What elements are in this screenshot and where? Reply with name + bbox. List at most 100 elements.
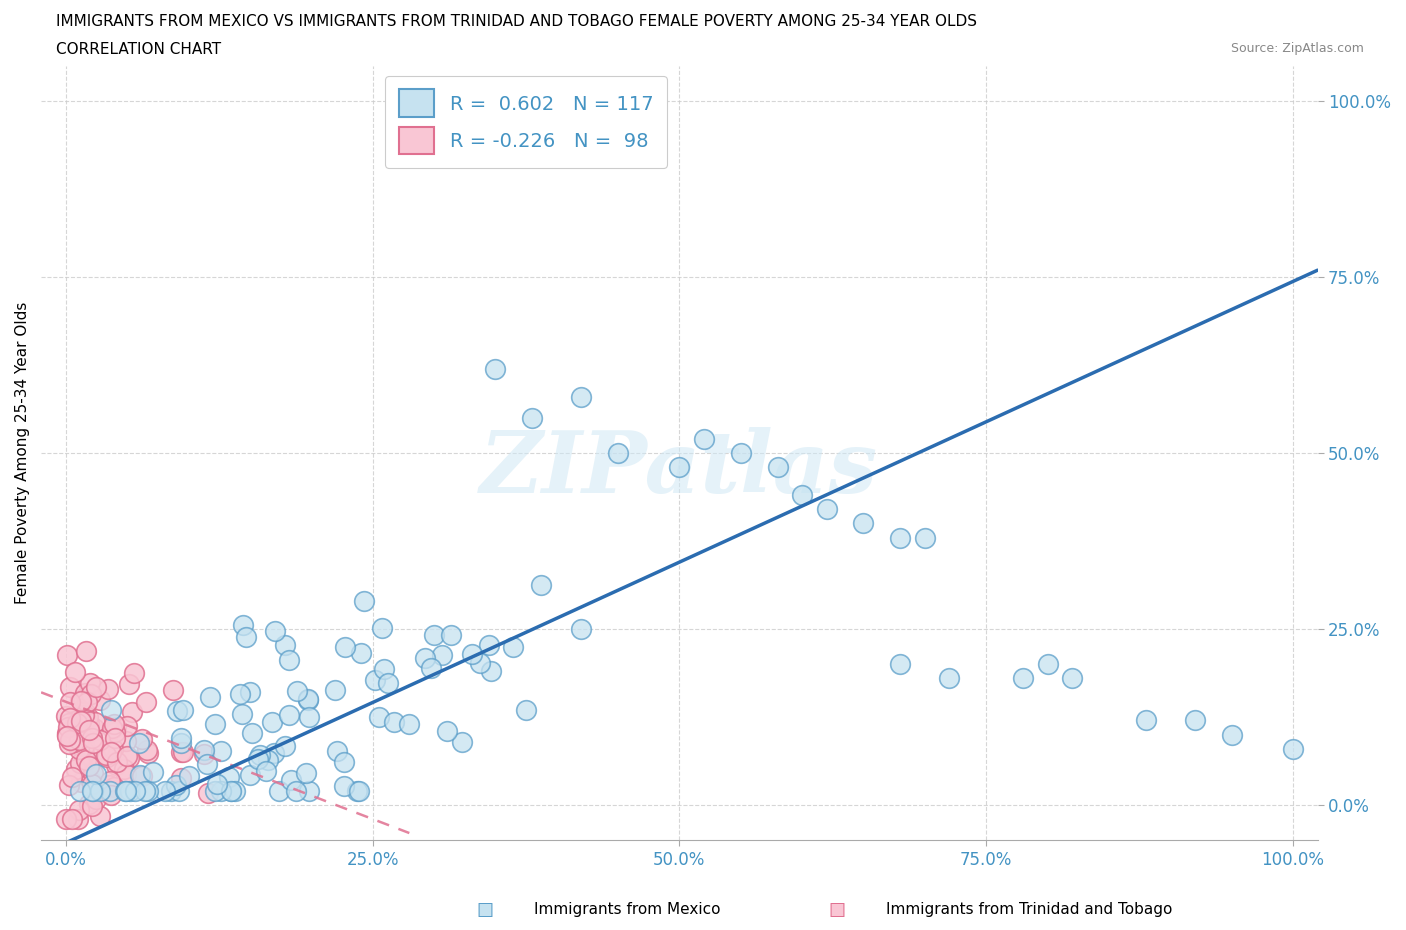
Point [239,767,262,782]
Point [135,695,157,710]
Point [56,729,79,744]
Point [63,735,86,750]
Legend: R =  0.602   N = 117, R = -0.226   N =  98: R = 0.602 N = 117, R = -0.226 N = 98 [385,76,666,167]
Text: CORRELATION CHART: CORRELATION CHART [56,42,221,57]
Point [415,650,437,665]
Point [373,661,395,676]
Point [267,783,290,798]
Point [569,390,592,405]
Point [1012,671,1035,685]
Point [98,783,121,798]
Point [172,702,194,717]
Point [278,653,301,668]
Point [63,729,86,744]
Point [104,731,127,746]
Point [63,665,86,680]
Point [350,645,373,660]
Point [790,488,813,503]
Point [165,777,187,792]
Point [77,716,100,731]
Point [69,709,91,724]
Point [69,733,91,748]
Point [193,746,215,761]
Point [280,773,302,788]
Point [502,639,524,654]
Point [1062,671,1084,685]
Point [80,777,103,791]
Point [193,742,215,757]
Point [172,744,194,759]
Text: Immigrants from Mexico: Immigrants from Mexico [534,902,721,917]
Point [136,783,159,798]
Point [166,703,188,718]
Point [235,630,257,644]
Point [69,756,91,771]
Point [274,738,297,753]
Point [209,783,232,798]
Point [73,739,96,754]
Point [326,743,349,758]
Point [170,771,193,786]
Point [332,778,354,793]
Point [118,676,141,691]
Point [67,812,90,827]
Point [219,783,242,798]
Point [160,783,183,798]
Point [77,759,100,774]
Point [197,785,219,800]
Point [204,783,226,798]
Point [73,708,96,723]
Point [170,731,193,746]
Point [70,694,93,709]
Point [346,783,368,798]
Point [84,766,107,781]
Point [77,723,100,737]
Point [100,702,122,717]
Point [100,745,122,760]
Point [80,686,103,701]
Point [450,735,472,750]
Point [69,775,91,790]
Point [170,744,193,759]
Point [607,445,630,460]
Point [56,719,79,734]
Point [65,761,87,776]
Point [353,594,375,609]
Point [297,693,319,708]
Point [76,710,98,724]
Text: Source: ZipAtlas.com: Source: ZipAtlas.com [1230,42,1364,55]
Point [569,621,592,636]
Point [55,812,77,827]
Point [120,783,142,798]
Point [155,783,177,798]
Point [67,742,90,757]
Point [204,716,226,731]
Point [668,459,690,474]
Point [58,680,80,695]
Point [82,736,104,751]
Point [89,783,111,798]
Point [218,770,240,785]
Point [103,717,125,732]
Text: ■: ■ [828,900,845,919]
Point [274,638,297,653]
Point [209,743,232,758]
Point [285,684,308,698]
Point [89,733,111,748]
Point [371,620,394,635]
Point [105,720,128,735]
Point [333,639,356,654]
Point [815,502,838,517]
Point [58,737,80,751]
Text: IMMIGRANTS FROM MEXICO VS IMMIGRANTS FROM TRINIDAD AND TOBAGO FEMALE POVERTY AMO: IMMIGRANTS FROM MEXICO VS IMMIGRANTS FRO… [56,14,977,29]
Point [136,745,159,760]
Point [520,410,543,425]
Point [115,719,138,734]
Point [766,459,789,474]
Point [693,432,716,446]
Point [58,716,80,731]
Point [73,685,96,700]
Point [131,732,153,747]
Point [205,777,228,792]
Point [889,657,911,671]
